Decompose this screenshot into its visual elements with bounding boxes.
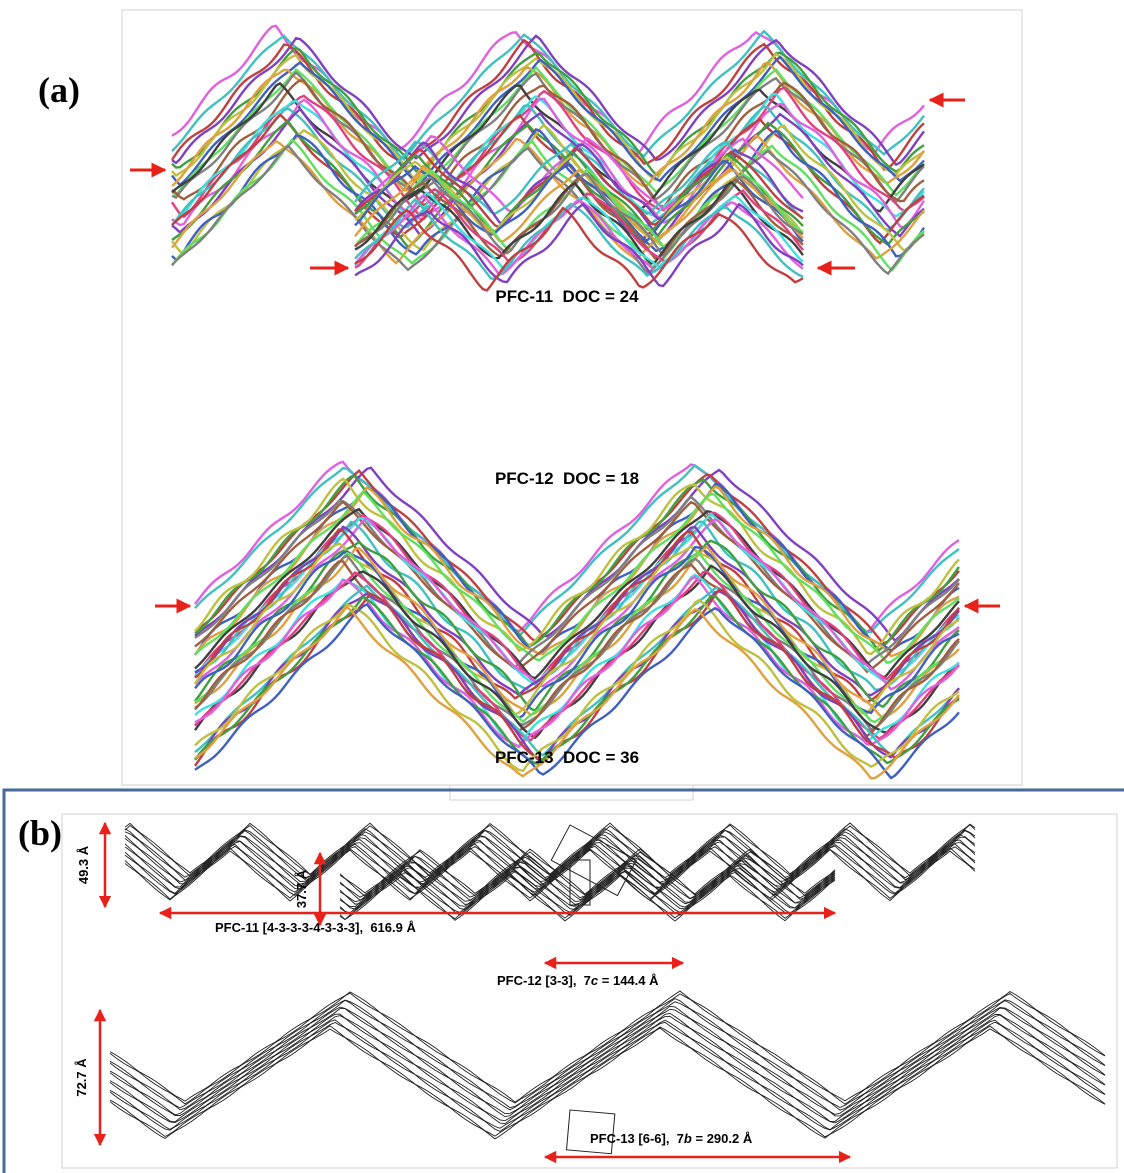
band-line — [339, 875, 836, 922]
panel-b-frame — [61, 813, 1118, 1169]
band-line — [339, 865, 836, 909]
band-line — [124, 828, 976, 879]
strand — [171, 79, 925, 208]
strand — [194, 605, 960, 780]
strand — [354, 160, 804, 243]
band-line — [124, 839, 976, 889]
band-line — [339, 848, 836, 895]
band-line — [339, 873, 836, 921]
band-line — [339, 860, 836, 904]
band-line — [124, 843, 976, 895]
strand — [194, 475, 960, 652]
length-label: PFC-12 [3-3], 7c = 144.4 Å — [497, 973, 659, 988]
strand — [171, 65, 925, 197]
strand — [354, 154, 804, 238]
band-line — [339, 871, 836, 916]
strand — [354, 197, 804, 280]
strand — [194, 602, 960, 780]
band-line — [109, 1007, 1106, 1118]
strand — [354, 206, 804, 292]
strand — [194, 598, 960, 773]
strand — [171, 97, 926, 230]
band-line — [109, 1027, 1106, 1140]
strand — [194, 594, 960, 766]
strand — [171, 86, 925, 219]
band-line — [109, 1021, 1106, 1132]
length-label: PFC-11 [4-3-3-3-4-3-3-3], 616.9 Å — [215, 920, 416, 935]
band-line — [124, 845, 976, 896]
band-line — [124, 840, 976, 890]
panel-label: (b) — [18, 813, 62, 853]
strand — [354, 151, 804, 234]
strand — [354, 180, 804, 265]
strand — [354, 191, 804, 270]
length-label-part: PFC-12 [3-3], 7 — [497, 973, 591, 988]
strand — [354, 175, 804, 260]
structure-caption: PFC-12 DOC = 18 — [495, 469, 639, 488]
strand — [194, 588, 960, 767]
band-line — [124, 829, 976, 881]
unit-cell — [550, 824, 637, 897]
height-label: 37.7 Å — [294, 869, 309, 908]
strand — [194, 575, 960, 749]
strand — [171, 55, 925, 187]
band-line — [339, 850, 836, 897]
band-line — [109, 999, 1106, 1111]
height-label: 49.3 Å — [76, 845, 91, 884]
panel-label: (a) — [38, 70, 80, 110]
strand — [194, 545, 960, 720]
strand — [194, 539, 960, 712]
panel-a: PFC-11 DOC = 24 PFC-12 DOC = 18 PFC-13 DOC… — [130, 24, 1000, 780]
length-label-part: = 290.2 Å — [692, 1131, 753, 1146]
strand — [171, 134, 925, 265]
length-label-part: = 144.4 Å — [598, 973, 659, 988]
strand — [194, 490, 960, 665]
panel-a-tab — [449, 785, 694, 801]
panel-b: 49.3 Å PFC-11 [4-3-3-3-4-3-3-3], 616.9 Å 3… — [74, 821, 1106, 1164]
band-line — [109, 992, 1106, 1105]
strand — [194, 511, 960, 684]
strand — [194, 500, 960, 674]
strand — [171, 46, 925, 177]
strand — [354, 134, 804, 216]
structure-caption: PFC-11 DOC = 24 — [495, 287, 639, 306]
band-line — [109, 998, 1106, 1109]
strand — [171, 34, 925, 167]
strand — [194, 507, 960, 681]
strand — [354, 172, 804, 257]
band-line — [339, 854, 836, 900]
strand — [194, 477, 960, 656]
unit-cell — [569, 859, 591, 906]
height-label: 72.7 Å — [74, 1058, 89, 1097]
length-label-part: c — [591, 973, 599, 988]
strand — [171, 144, 925, 276]
band-line — [339, 855, 836, 901]
band-line — [124, 834, 976, 884]
panel-a-frame — [121, 9, 1023, 786]
strand — [354, 194, 804, 276]
strand — [171, 138, 925, 272]
strand — [194, 485, 960, 658]
structure-caption: PFC-13 DOC = 36 — [495, 748, 639, 767]
strand — [194, 570, 960, 742]
strand — [194, 495, 960, 670]
panel-b-border — [2, 788, 1124, 1173]
band-line — [339, 866, 836, 910]
length-label-part: PFC-11 [4-3-3-3-4-3-3-3], 616.9 Å — [215, 920, 416, 935]
band-line — [109, 1014, 1106, 1125]
length-label-part: b — [684, 1131, 692, 1146]
strand — [171, 107, 925, 241]
band-line — [339, 869, 836, 914]
strand — [171, 127, 926, 262]
length-label: PFC-13 [6-6], 7b = 290.2 Å — [590, 1131, 753, 1146]
band-line — [339, 861, 836, 905]
strand — [171, 123, 925, 256]
length-label-part: PFC-13 [6-6], 7 — [590, 1131, 684, 1146]
